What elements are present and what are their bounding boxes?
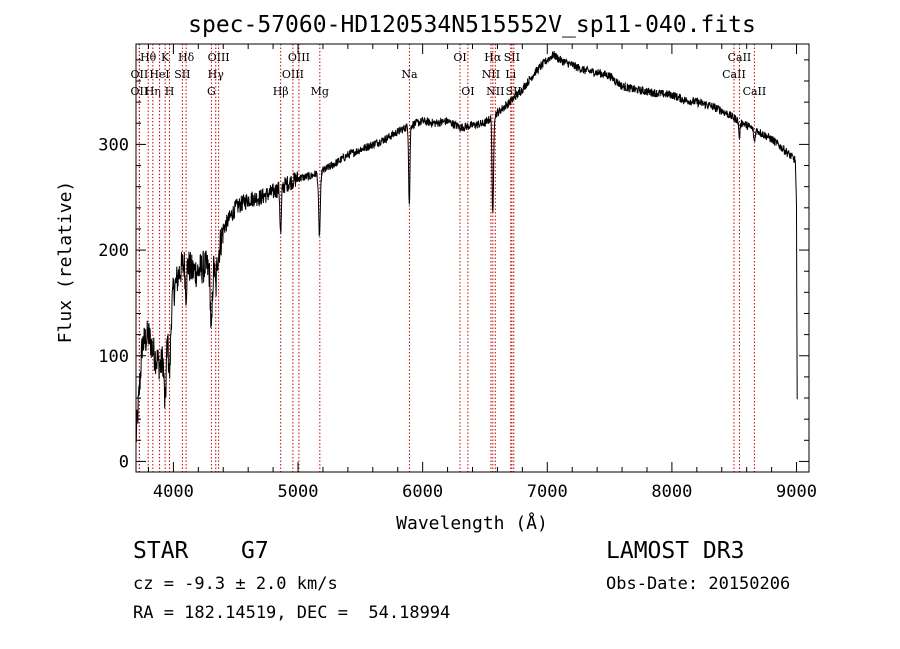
line-marker-label: SII [504, 51, 520, 64]
y-tick-label: 100 [98, 347, 129, 367]
line-marker-label: OII [131, 85, 149, 98]
x-tick-label: 8000 [651, 482, 692, 502]
line-marker-label: Hθ [140, 51, 157, 64]
x-tick-label: 5000 [278, 482, 319, 502]
line-marker-label: CaII [743, 85, 767, 98]
line-marker-label: Na [401, 68, 418, 81]
spectrum-series [135, 50, 798, 443]
line-marker-label: SII [174, 68, 190, 81]
line-marker-label: OIII [208, 51, 230, 64]
spectrum-line [135, 50, 798, 443]
coordinates: RA = 182.14519, DEC = 54.18994 [133, 603, 451, 623]
line-marker-label: CaII [722, 68, 746, 81]
line-marker-label: NII [486, 85, 504, 98]
line-marker-label: Hδ [178, 51, 195, 64]
line-marker-label: Hη [145, 85, 161, 98]
y-tick-label: 300 [98, 135, 129, 155]
line-marker-label: G [207, 85, 216, 98]
line-marker-label: OII [131, 68, 149, 81]
object-class: STAR [133, 538, 189, 564]
survey-name: LAMOST DR3 [606, 538, 745, 564]
line-marker-label: OIII [282, 68, 304, 81]
line-marker-label: Mg [311, 85, 329, 98]
axes: 4000 5000 6000 7000 8000 9000 0 100 200 300 [98, 44, 817, 502]
line-marker-label: K [161, 51, 170, 64]
line-marker-label: OI [453, 51, 466, 64]
x-tick-label: 9000 [776, 482, 817, 502]
x-axis-label: Wavelength (Å) [396, 512, 548, 534]
line-marker-label: HeI [149, 68, 169, 81]
line-markers: OII OII Hθ Hη HeI K H SII Hδ G Hγ OIII Hβ OIII OIII Mg N… [131, 44, 767, 472]
line-marker-label: Hγ [208, 68, 225, 81]
spectral-subclass: G7 [241, 538, 269, 564]
x-tick-label: 6000 [402, 482, 443, 502]
line-marker-label: NII [482, 68, 500, 81]
y-tick-label: 0 [119, 452, 129, 472]
observation-date: Obs-Date: 20150206 [606, 574, 791, 594]
line-marker-label: Li [505, 68, 516, 81]
y-tick-label: 200 [98, 241, 129, 261]
line-marker-label: OIII [288, 51, 310, 64]
y-axis-label: Flux (relative) [55, 181, 76, 344]
line-marker-label: H [165, 85, 175, 98]
chart-title: spec-57060-HD120534N515552V_sp11-040.fit… [188, 12, 756, 38]
line-marker-label: Hα [484, 51, 502, 64]
line-marker-label: OI [461, 85, 474, 98]
line-marker-label: CaII [728, 51, 752, 64]
line-marker-label: Hβ [273, 85, 289, 98]
x-tick-label: 7000 [527, 482, 568, 502]
x-tick-label: 4000 [153, 482, 194, 502]
redshift-value: cz = -9.3 ± 2.0 km/s [133, 574, 338, 594]
